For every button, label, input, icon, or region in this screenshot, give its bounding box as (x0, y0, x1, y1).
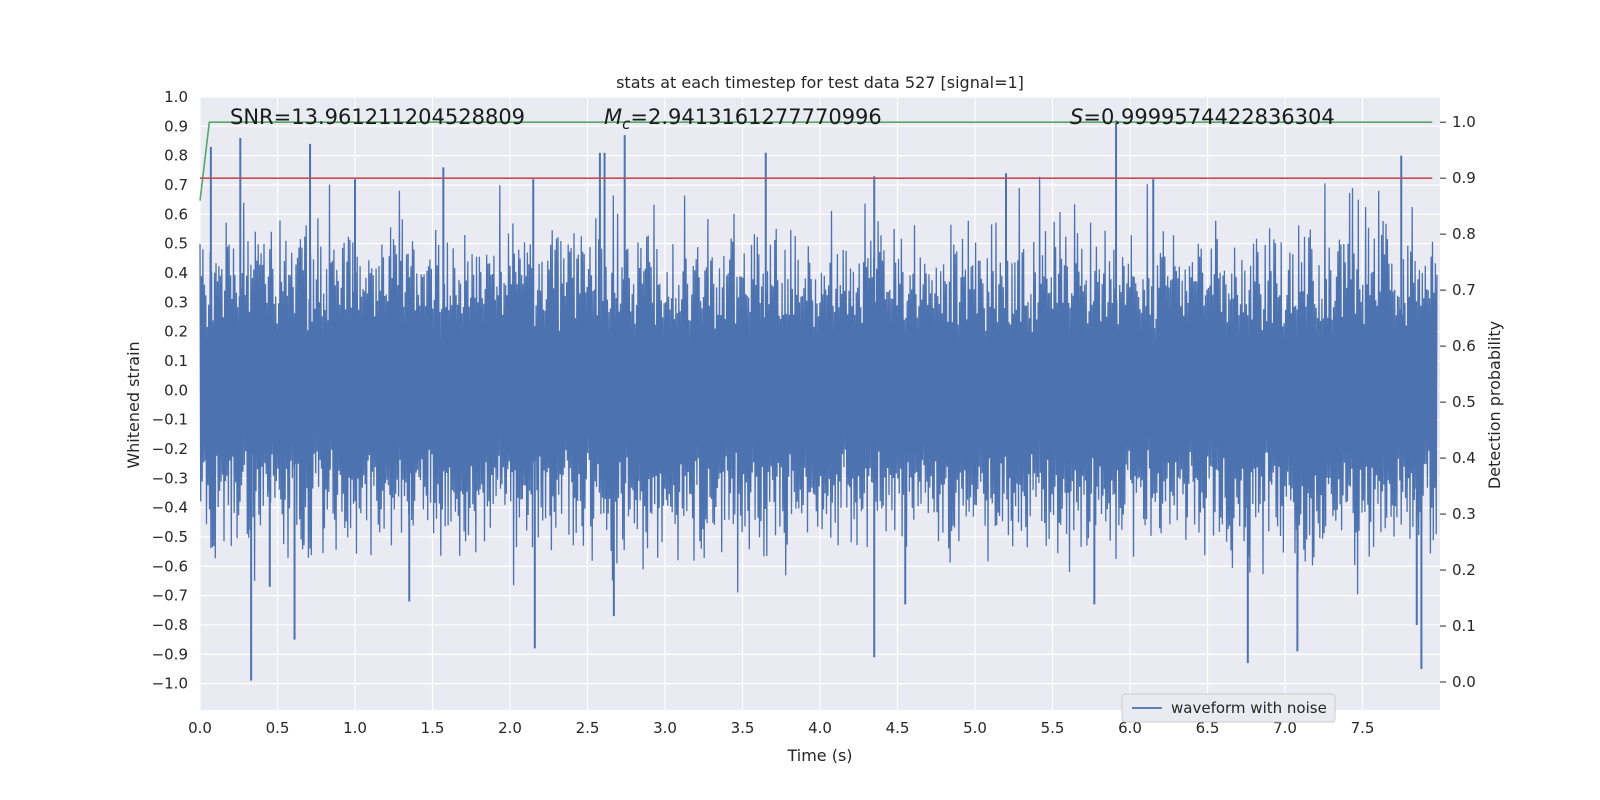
x-tick-label-15: 7.5 (1351, 719, 1375, 737)
mc-annotation: Mc=2.9413161277770996 (604, 105, 882, 133)
y2-tick-label-1: 0.9 (1452, 169, 1476, 187)
y2-tick-label-4: 0.6 (1452, 337, 1476, 355)
y2-tick-label-0: 1.0 (1452, 113, 1476, 131)
y2-tick-label-5: 0.5 (1452, 393, 1476, 411)
y2-tick-label-6: 0.4 (1452, 449, 1476, 467)
y-tick-label-2: 0.8 (164, 147, 188, 165)
y-tick-label-17: −0.7 (152, 587, 188, 605)
y-tick-label-10: 0.0 (164, 381, 188, 399)
mc-symbol: M (604, 105, 622, 129)
y-tick-label-13: −0.3 (152, 469, 188, 487)
x-tick-label-6: 3.0 (653, 719, 677, 737)
x-tick-label-3: 1.5 (421, 719, 445, 737)
x-tick-label-10: 5.0 (963, 719, 987, 737)
x-tick-label-4: 2.0 (498, 719, 522, 737)
y2-tick-label-3: 0.7 (1452, 281, 1476, 299)
x-tick-label-5: 2.5 (576, 719, 600, 737)
chart-title: stats at each timestep for test data 527… (616, 73, 1024, 92)
x-tick-label-12: 6.0 (1118, 719, 1142, 737)
s-value: =0.9999574422836304 (1083, 105, 1334, 129)
x-axis: 0.0 0.5 1.0 1.5 2.0 2.5 3.0 3.5 4.0 4.5 5.0 5.5 6.0 6… (188, 719, 1374, 737)
x-tick-label-14: 7.0 (1273, 719, 1297, 737)
y-tick-label-14: −0.4 (152, 499, 188, 517)
legend-entry-waveform: waveform with noise (1171, 699, 1327, 717)
y-tick-label-8: 0.2 (164, 323, 188, 341)
y2-tick-label-2: 0.8 (1452, 225, 1476, 243)
probability-series (199, 121, 1433, 201)
y-tick-label-18: −0.8 (152, 616, 188, 634)
y-tick-label-7: 0.3 (164, 293, 188, 311)
y2-tick-label-10: 0.0 (1452, 673, 1476, 691)
s-symbol: S (1070, 105, 1083, 129)
s-annotation: S=0.9999574422836304 (1070, 105, 1335, 129)
y2-tick-label-7: 0.3 (1452, 505, 1476, 523)
x-tick-label-7: 3.5 (731, 719, 755, 737)
x-tick-label-11: 5.5 (1041, 719, 1065, 737)
y-tick-label-15: −0.5 (152, 528, 188, 546)
y-tick-label-6: 0.4 (164, 264, 188, 282)
snr-annotation: SNR=13.961211204528809 (230, 105, 525, 129)
x-axis-label: Time (s) (786, 746, 852, 765)
x-tick-label-8: 4.0 (808, 719, 832, 737)
x-tick-label-1: 0.5 (266, 719, 290, 737)
y-axis-left: 1.0 0.9 0.8 0.7 0.6 0.5 0.4 0.3 0.2 0.1 0.0 −0.1 −0.… (152, 88, 188, 693)
y-tick-label-9: 0.1 (164, 352, 188, 370)
y-tick-label-11: −0.1 (152, 411, 188, 429)
x-tick-label-9: 4.5 (886, 719, 910, 737)
y-tick-label-5: 0.5 (164, 235, 188, 253)
y-tick-label-19: −0.9 (152, 645, 188, 663)
y-tick-label-0: 1.0 (164, 88, 188, 106)
mc-subscript: c (622, 115, 631, 133)
y-tick-label-20: −1.0 (152, 675, 188, 693)
legend-box (1121, 693, 1336, 723)
y-tick-label-3: 0.7 (164, 176, 188, 194)
y-tick-label-12: −0.2 (152, 440, 188, 458)
detection-probability-line (199, 121, 1433, 201)
waveform-line (199, 176, 1438, 595)
x-tick-label-13: 6.5 (1196, 719, 1220, 737)
mc-value: =2.9413161277770996 (630, 105, 881, 129)
y2-tick-label-9: 0.1 (1452, 617, 1476, 635)
y-tick-label-1: 0.9 (164, 117, 188, 135)
x-tick-label-2: 1.0 (343, 719, 367, 737)
waveform-series (199, 120, 1438, 681)
y2-axis-label: Detection probability (1485, 321, 1504, 489)
y2-tick-label-8: 0.2 (1452, 561, 1476, 579)
legend: waveform with noise (1121, 693, 1336, 723)
x-tick-label-0: 0.0 (188, 719, 212, 737)
y-tick-label-16: −0.6 (152, 557, 188, 575)
y-axis-right: 1.0 0.9 0.8 0.7 0.6 0.5 0.4 0.3 0.2 0.1 0.0 (1440, 113, 1476, 691)
y-axis-label: Whitened strain (124, 341, 143, 468)
y-tick-label-4: 0.6 (164, 205, 188, 223)
